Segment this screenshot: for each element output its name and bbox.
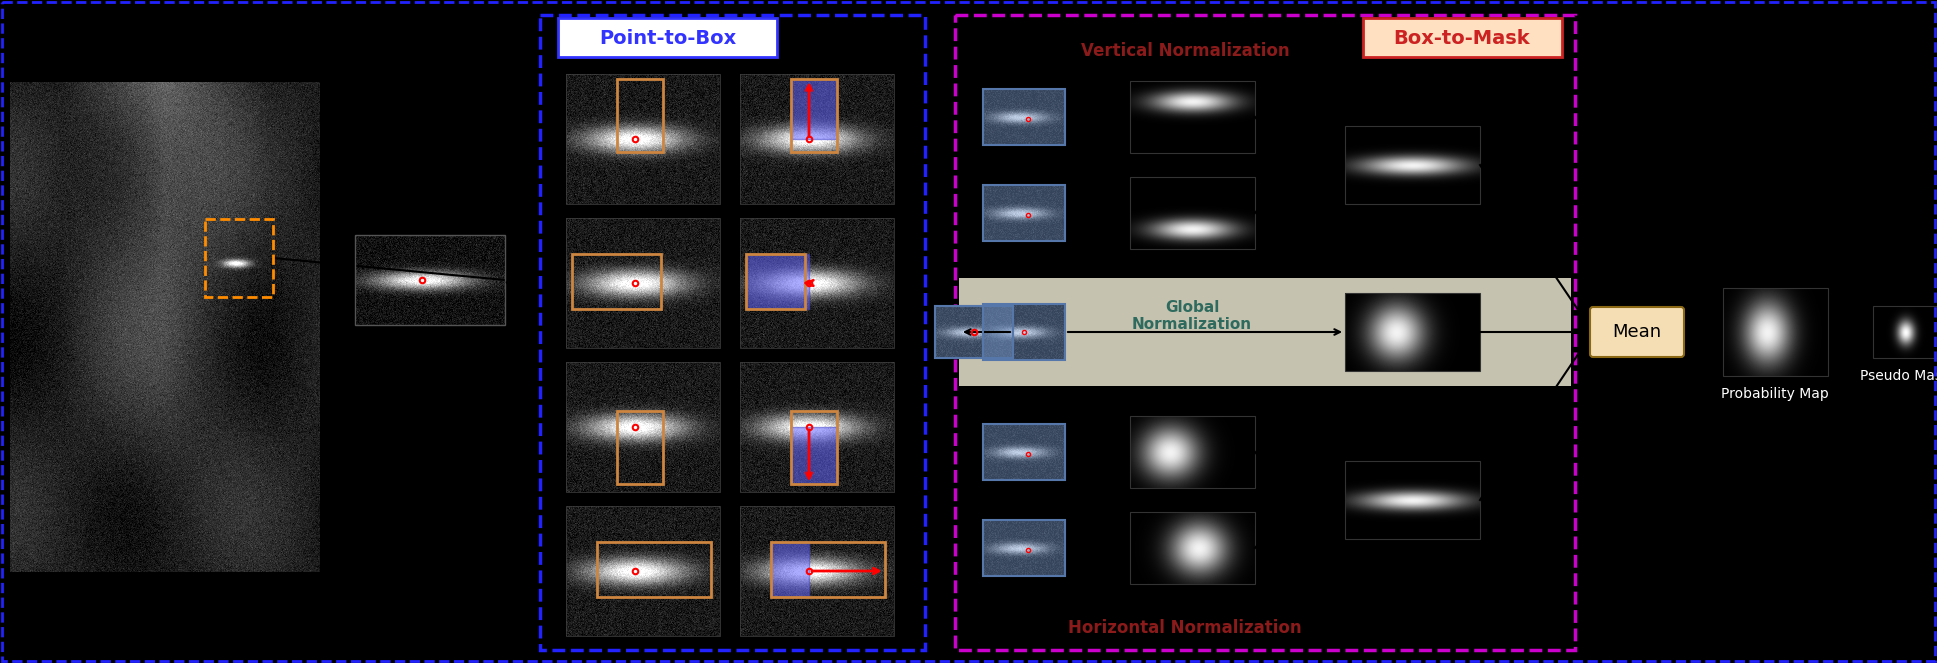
Text: Vertical Normalization: Vertical Normalization — [1081, 42, 1290, 60]
Bar — [1129, 512, 1255, 584]
Text: Global
Normalization: Global Normalization — [1131, 300, 1251, 332]
Bar — [1344, 461, 1480, 539]
Bar — [790, 427, 837, 484]
Bar — [740, 218, 895, 348]
Bar — [597, 542, 711, 597]
Bar — [616, 412, 662, 484]
Bar — [936, 306, 1013, 358]
Bar — [354, 235, 506, 325]
Bar — [1129, 416, 1255, 488]
Bar — [771, 542, 885, 597]
FancyBboxPatch shape — [558, 18, 777, 57]
Bar — [616, 79, 662, 152]
Bar — [959, 278, 1571, 386]
Bar — [982, 89, 1065, 145]
Bar — [1344, 293, 1480, 371]
Bar — [790, 79, 837, 139]
Bar — [740, 506, 895, 636]
Bar — [746, 255, 810, 309]
Bar — [740, 362, 895, 492]
FancyBboxPatch shape — [1364, 18, 1561, 57]
Bar — [982, 520, 1065, 576]
Bar — [571, 255, 661, 309]
Bar — [790, 412, 837, 484]
Bar — [566, 74, 721, 204]
Bar — [982, 424, 1065, 480]
Bar — [982, 520, 1065, 576]
Bar — [982, 304, 1065, 360]
Text: Point-to-Box: Point-to-Box — [599, 29, 736, 48]
Bar — [1129, 177, 1255, 249]
Bar — [746, 255, 804, 309]
Bar — [1129, 81, 1255, 153]
Text: Probability Map: Probability Map — [1722, 387, 1829, 401]
Bar — [566, 506, 721, 636]
Bar — [982, 185, 1065, 241]
Bar — [566, 218, 721, 348]
Bar — [982, 185, 1065, 241]
Bar — [982, 424, 1065, 480]
Bar — [1724, 288, 1829, 376]
Bar — [982, 89, 1065, 145]
Text: ⊕: ⊕ — [1300, 490, 1319, 510]
Bar — [790, 79, 837, 152]
Bar — [936, 306, 1013, 358]
Text: Box-to-Mask: Box-to-Mask — [1395, 29, 1530, 48]
Bar — [982, 304, 1065, 360]
Bar — [1344, 126, 1480, 204]
Bar — [740, 74, 895, 204]
Bar — [955, 15, 1575, 650]
FancyBboxPatch shape — [1590, 307, 1683, 357]
Bar — [1873, 306, 1937, 358]
Text: Pseudo Mask: Pseudo Mask — [1860, 369, 1937, 383]
Bar — [566, 362, 721, 492]
Bar — [771, 542, 810, 597]
Text: ⊕: ⊕ — [1300, 155, 1319, 175]
Bar — [205, 219, 273, 297]
Bar — [540, 15, 926, 650]
Text: Mean: Mean — [1612, 323, 1662, 341]
Text: Horizontal Normalization: Horizontal Normalization — [1067, 619, 1302, 637]
